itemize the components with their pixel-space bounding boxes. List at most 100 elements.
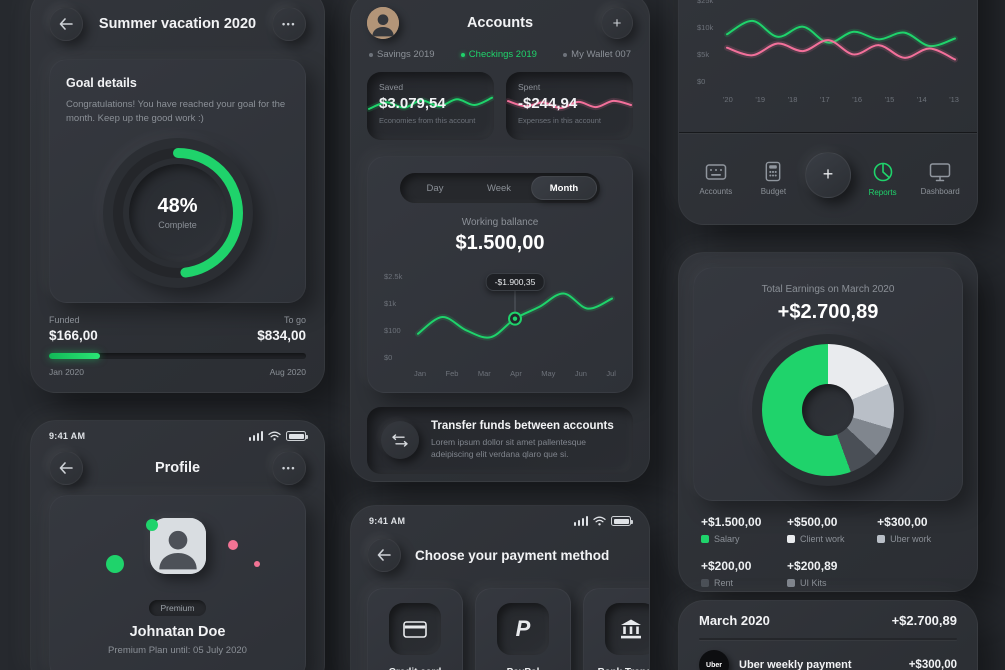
method-label: PayPal [476, 667, 570, 670]
saved-card[interactable]: Saved $3.079,54 Economies from this acco… [367, 72, 494, 140]
progress-percent-label: Complete [158, 220, 197, 231]
y-tick: $2.5k [384, 272, 403, 281]
range-option-week[interactable]: Week [486, 182, 512, 194]
tab-dot [460, 52, 465, 57]
funded-label: Funded [49, 314, 80, 325]
avatar-zone [66, 518, 289, 590]
plus-icon: + [822, 164, 834, 184]
transaction-row[interactable]: Uber Uber weekly payment +$300,00 [699, 650, 957, 670]
nav-label: Dashboard [920, 186, 960, 196]
month-title: March 2020 [699, 613, 770, 628]
togo-value: $834,00 [257, 327, 306, 343]
tab-my-wallet-007[interactable]: My Wallet 007 [563, 49, 631, 60]
chart-tooltip: -$1.900,35 [485, 273, 545, 291]
method-credit-card[interactable]: Credit card [367, 588, 463, 670]
tab-savings-2019[interactable]: Savings 2019 [369, 49, 435, 60]
method-label: Bank Transfer [584, 667, 649, 670]
nav-add-button[interactable]: + [804, 151, 851, 198]
y-tick: $0 [384, 353, 393, 362]
legend-value: +$200,00 [701, 559, 752, 573]
more-options-icon: ••• [282, 463, 296, 473]
x-axis-labels: '20 '19 '18 '17 '16 '15 '14 '13 [723, 95, 959, 104]
back-button[interactable] [49, 7, 83, 41]
start-date: Jan 2020 [49, 366, 84, 377]
nav-budget[interactable]: Budget [747, 161, 799, 196]
progress-ring-center: 48% Complete [128, 163, 227, 262]
screen-march-transactions: March 2020 +$2.700,89 Uber Uber weekly p… [678, 600, 978, 670]
legend-swatch [787, 535, 796, 543]
tab-checkings-2019[interactable]: Checkings 2019 [460, 49, 537, 60]
budget-icon [765, 161, 781, 182]
range-option-month[interactable]: Month [531, 176, 597, 200]
legend-label: Client work [800, 534, 845, 544]
status-bar: 9:41 AM [31, 421, 324, 441]
x-tick: Jan [414, 369, 427, 378]
back-arrow-icon [377, 549, 391, 561]
x-tick: '14 [916, 95, 927, 104]
screen-reports: $25k $10k $5k $0 '20 '19 '18 '17 '16 '15… [678, 0, 978, 225]
transfer-funds-card[interactable]: Transfer funds between accounts Lorem ip… [367, 407, 633, 474]
range-option-day[interactable]: Day [426, 182, 444, 194]
more-options-button[interactable]: ••• [272, 7, 306, 41]
paypal-icon-tile: P [497, 603, 549, 655]
balance-chart: $2.5k $1k $100 $0 -$1.900,35 [384, 271, 616, 363]
legend-label: Salary [714, 534, 740, 544]
legend-label: Uber work [890, 534, 932, 544]
method-paypal[interactable]: P PayPal [475, 588, 571, 670]
screen-total-earnings: Total Earnings on March 2020 +$2.700,89 … [678, 252, 978, 592]
working-balance-card: Day Week Month Working ballance $1.500,0… [367, 156, 633, 393]
earnings-card: Total Earnings on March 2020 +$2.700,89 [693, 267, 963, 501]
decoration-dot-pink [227, 539, 238, 550]
transfer-description: Lorem ipsum dollor sit amet pallentesque… [431, 437, 586, 460]
legend-label: UI Kits [800, 578, 827, 588]
legend-swatch [787, 579, 796, 587]
signal-icon [248, 431, 263, 441]
paypal-icon: P [515, 616, 531, 641]
end-date: Aug 2020 [269, 366, 306, 377]
funded-value: $166,00 [49, 327, 98, 343]
balance-value: $1.500,00 [455, 232, 545, 254]
nav-label: Budget [760, 187, 787, 196]
screen-accounts: Accounts + Savings 2019 Checkings 2019 M… [350, 0, 650, 482]
nav-dashboard[interactable]: Dashboard [914, 162, 966, 196]
tab-dot [563, 52, 568, 57]
legend-swatch [877, 535, 886, 543]
wifi-icon [593, 516, 606, 526]
profile-card: Premium Johnatan Doe Premium Plan until:… [49, 495, 306, 670]
avatar [149, 518, 206, 574]
more-options-button[interactable]: ••• [272, 451, 306, 485]
back-button[interactable] [367, 538, 401, 572]
divider [699, 638, 957, 640]
legend-value: +$500,00 [787, 515, 838, 529]
progress-percent: 48% [157, 195, 198, 218]
signal-icon [573, 516, 588, 526]
spent-card[interactable]: Spent -$244,94 Expenses in this account [506, 72, 633, 140]
accounts-icon [705, 163, 727, 180]
page-title: Accounts [466, 15, 534, 31]
legend-item-uber-work: +$300,00 Uber work [877, 515, 955, 544]
nav-accounts[interactable]: Accounts [690, 162, 742, 196]
back-button[interactable] [49, 451, 83, 485]
spent-value: -$244,94 [518, 95, 578, 112]
nav-reports[interactable]: Reports [857, 161, 909, 197]
page-title: Choose your payment method [415, 547, 610, 563]
tab-label: Checkings 2019 [468, 49, 537, 60]
x-tick: '17 [819, 95, 830, 104]
premium-badge: Premium [149, 600, 206, 616]
method-bank-transfer[interactable]: Bank Transfer [583, 588, 649, 670]
x-tick: Jun [574, 369, 587, 378]
screen-summer-vacation: Summer vacation 2020 ••• Goal details Co… [30, 0, 325, 393]
plus-icon: + [612, 14, 622, 32]
user-avatar[interactable] [367, 7, 399, 39]
battery-icon [611, 516, 633, 526]
funding-progress-fill [49, 352, 101, 359]
x-tick: '15 [884, 95, 895, 104]
funding-dates: Jan 2020 Aug 2020 [49, 367, 306, 377]
back-arrow-icon [59, 18, 73, 30]
legend-swatch [701, 579, 709, 587]
add-account-button[interactable]: + [601, 7, 633, 39]
person-icon [149, 518, 206, 574]
more-options-icon: ••• [282, 19, 296, 29]
x-tick: Apr [510, 369, 522, 378]
